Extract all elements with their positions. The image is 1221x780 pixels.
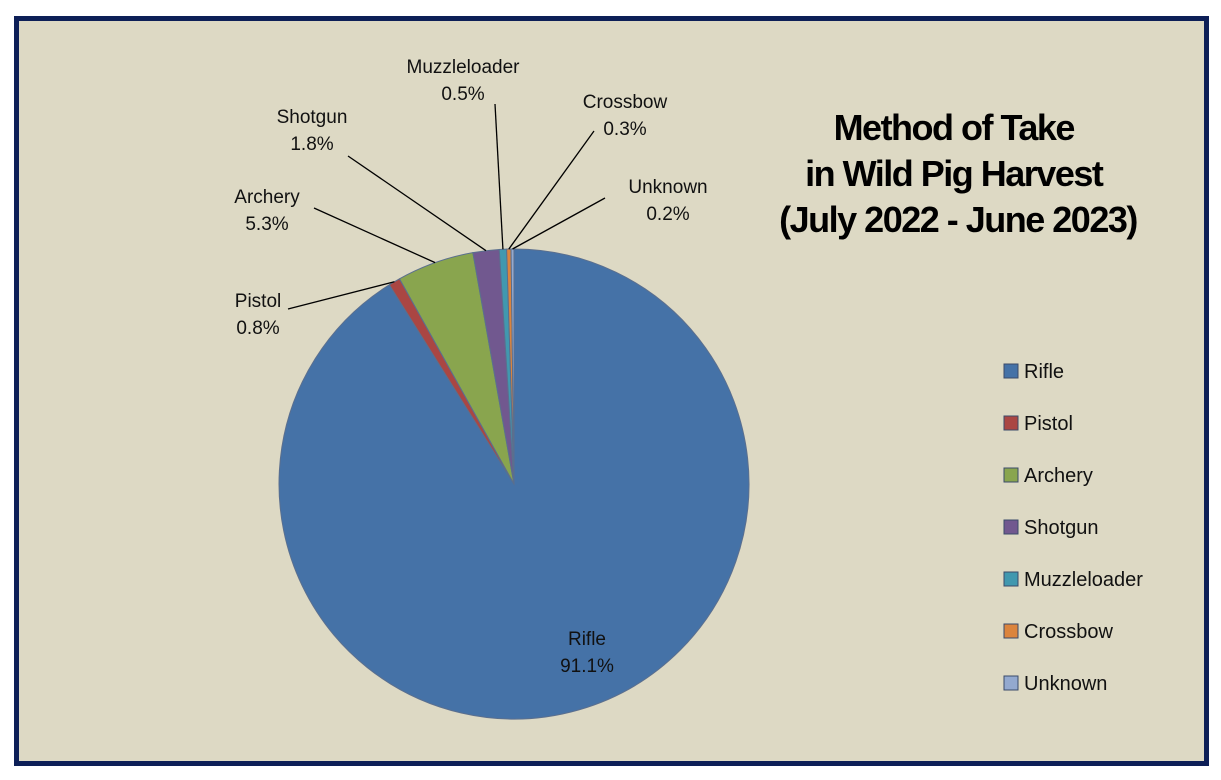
legend-swatch [1003, 467, 1019, 483]
legend-swatch [1003, 571, 1019, 587]
legend-label: Shotgun [1024, 517, 1099, 539]
data-label-value: 0.3% [603, 119, 646, 140]
legend-label: Muzzleloader [1024, 569, 1143, 591]
data-label-archery: Archery 5.3% [234, 187, 300, 235]
leader-line-unknown [512, 197, 606, 250]
legend-label: Rifle [1024, 361, 1064, 383]
leader-line-muzzleloader [494, 103, 504, 250]
legend-item-muzzleloader: Muzzleloader [1003, 569, 1143, 591]
data-label-value: 91.1% [560, 656, 614, 677]
data-label-value: 0.2% [646, 204, 689, 225]
data-label-category: Pistol [235, 291, 281, 312]
legend-label: Archery [1024, 465, 1093, 487]
data-label-category: Archery [234, 187, 300, 208]
data-label-muzzleloader: Muzzleloader 0.5% [407, 57, 521, 105]
data-label-rifle: Rifle 91.1% [560, 629, 614, 677]
data-label-category: Shotgun [277, 107, 348, 128]
legend-swatch [1003, 363, 1019, 379]
data-label-category: Unknown [628, 177, 707, 198]
data-label-value: 0.5% [441, 84, 484, 105]
data-label-value: 1.8% [290, 134, 333, 155]
legend-item-crossbow: Crossbow [1003, 621, 1113, 643]
data-label-value: 5.3% [245, 214, 288, 235]
legend-swatch [1003, 623, 1019, 639]
legend-item-shotgun: Shotgun [1003, 517, 1099, 539]
legend: Rifle Pistol Archery Shotgun Muzzleloader Cro… [1003, 361, 1143, 695]
chart-title-line-1: Method of Take [834, 107, 1075, 148]
leader-lines [287, 103, 606, 310]
data-label-category: Muzzleloader [407, 57, 521, 78]
data-label-category: Crossbow [583, 92, 668, 113]
data-label-pistol: Pistol 0.8% [235, 291, 281, 339]
legend-label: Pistol [1024, 413, 1073, 435]
data-label-unknown: Unknown 0.2% [628, 177, 707, 225]
legend-item-unknown: Unknown [1003, 673, 1107, 695]
leader-line-pistol [287, 281, 395, 310]
chart-title-line-2: in Wild Pig Harvest [805, 153, 1104, 194]
data-label-value: 0.8% [236, 318, 279, 339]
legend-label: Unknown [1024, 673, 1107, 695]
legend-swatch [1003, 415, 1019, 431]
data-label-shotgun: Shotgun 1.8% [277, 107, 348, 155]
leader-line-archery [313, 207, 436, 264]
legend-swatch [1003, 519, 1019, 535]
legend-item-pistol: Pistol [1003, 413, 1073, 435]
legend-item-archery: Archery [1003, 465, 1093, 487]
data-label-crossbow: Crossbow 0.3% [583, 92, 668, 140]
pie-slices [278, 248, 750, 720]
legend-swatch [1003, 675, 1019, 691]
chart-title-line-3: (July 2022 - June 2023) [779, 199, 1137, 240]
leader-line-crossbow [508, 130, 595, 250]
legend-label: Crossbow [1024, 621, 1113, 643]
data-labels: Rifle 91.1% Pistol 0.8% Archery 5.3% Shotgun 1.… [234, 57, 707, 677]
leader-line-shotgun [347, 155, 487, 252]
data-label-category: Rifle [568, 629, 606, 650]
chart-title: Method of Take in Wild Pig Harvest (July… [779, 107, 1137, 240]
legend-item-rifle: Rifle [1003, 361, 1064, 383]
